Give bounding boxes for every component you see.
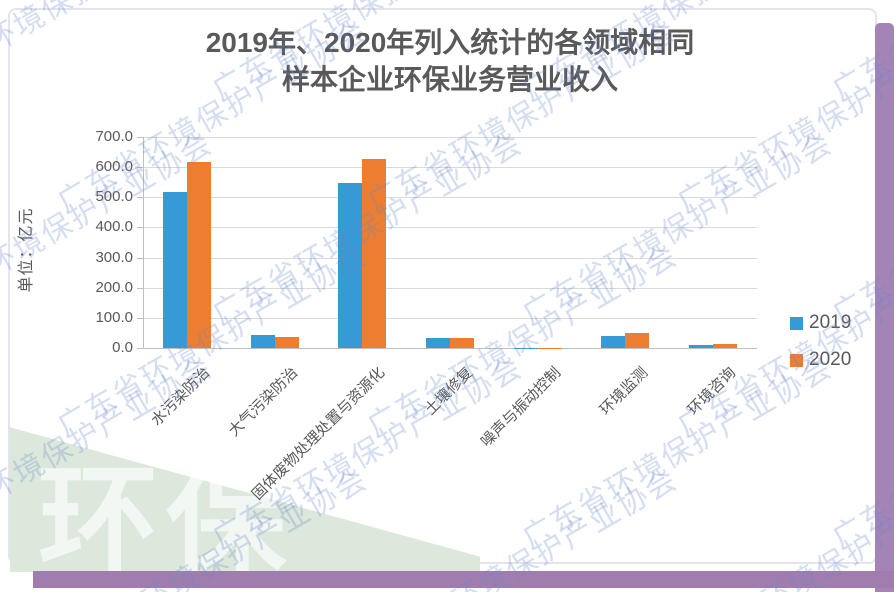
gridline-200.0 xyxy=(143,287,757,289)
y-tick-0.0 xyxy=(137,348,143,349)
x-category-label: 土壤修复 xyxy=(421,364,477,419)
gridline-500.0 xyxy=(143,197,757,199)
chart-legend: 2019 2020 xyxy=(790,312,851,371)
y-tick-label-300.0: 300.0 xyxy=(95,248,133,266)
legend-item-2020: 2020 xyxy=(790,349,851,371)
y-axis-unit-label: 单位：亿元 xyxy=(18,207,35,293)
bar-2020-噪声与振动控制 xyxy=(537,347,562,348)
chart-title: 2019年、2020年列入统计的各领域相同 样本企业环保业务营业收入 xyxy=(140,24,760,98)
purple-side-strip xyxy=(875,23,894,592)
bar-2019-土壤修复 xyxy=(426,338,450,348)
x-category-label: 水污染防治 xyxy=(147,364,214,430)
x-axis-line xyxy=(143,348,757,349)
legend-label-2020: 2020 xyxy=(809,349,852,370)
bar-2019-水污染防治 xyxy=(162,191,187,348)
x-category-label: 固体废物处理处置与资源化 xyxy=(249,364,389,504)
y-tick-700.0 xyxy=(137,137,143,138)
x-category-label: 噪声与振动控制 xyxy=(477,364,564,451)
legend-label-2019: 2019 xyxy=(809,312,852,333)
bar-2020-土壤修复 xyxy=(450,337,474,348)
bar-2020-环境咨询 xyxy=(713,344,738,348)
y-tick-label-0.0: 0.0 xyxy=(112,339,133,356)
y-tick-label-700.0: 700.0 xyxy=(95,128,133,145)
bar-2020-环境监测 xyxy=(625,332,650,348)
y-axis-line xyxy=(143,137,144,348)
chart-title-line1: 2019年、2020年列入统计的各领域相同 xyxy=(205,27,695,58)
y-tick-label-500.0: 500.0 xyxy=(95,188,133,206)
y-tick-500.0 xyxy=(137,197,143,199)
gridline-300.0 xyxy=(143,257,757,259)
bar-2019-噪声与振动控制 xyxy=(513,347,538,348)
bar-2020-大气污染防治 xyxy=(274,336,299,348)
x-category-label: 大气污染防治 xyxy=(225,364,301,440)
y-tick-label-400.0: 400.0 xyxy=(95,218,133,236)
bar-2020-固体废物处理处置与资源化 xyxy=(362,159,387,348)
y-tick-200.0 xyxy=(137,287,143,289)
gridline-600.0 xyxy=(143,167,757,169)
x-category-label: 环境咨询 xyxy=(684,364,740,419)
chart-title-line2: 样本企业环保业务营业收入 xyxy=(281,64,618,95)
bar-2019-环境监测 xyxy=(601,335,626,348)
y-tick-400.0 xyxy=(137,227,143,229)
gridline-400.0 xyxy=(143,227,757,229)
x-category-label: 环境监测 xyxy=(597,364,652,419)
bar-2020-水污染防治 xyxy=(186,161,211,348)
y-tick-600.0 xyxy=(137,167,143,169)
bar-2019-大气污染防治 xyxy=(250,335,275,348)
bar-2019-固体废物处理处置与资源化 xyxy=(338,183,363,348)
legend-swatch-2019 xyxy=(790,316,803,330)
legend-swatch-2020 xyxy=(790,353,803,367)
bar-2019-环境咨询 xyxy=(689,344,714,348)
purple-bottom-bar xyxy=(33,571,894,588)
gridline-700.0 xyxy=(143,137,757,138)
y-tick-label-600.0: 600.0 xyxy=(95,158,133,176)
y-tick-300.0 xyxy=(137,257,143,259)
y-tick-label-100.0: 100.0 xyxy=(95,308,133,326)
legend-item-2019: 2019 xyxy=(790,312,851,334)
gridline-100.0 xyxy=(143,317,757,319)
y-tick-label-200.0: 200.0 xyxy=(95,278,133,296)
y-tick-100.0 xyxy=(137,317,143,319)
